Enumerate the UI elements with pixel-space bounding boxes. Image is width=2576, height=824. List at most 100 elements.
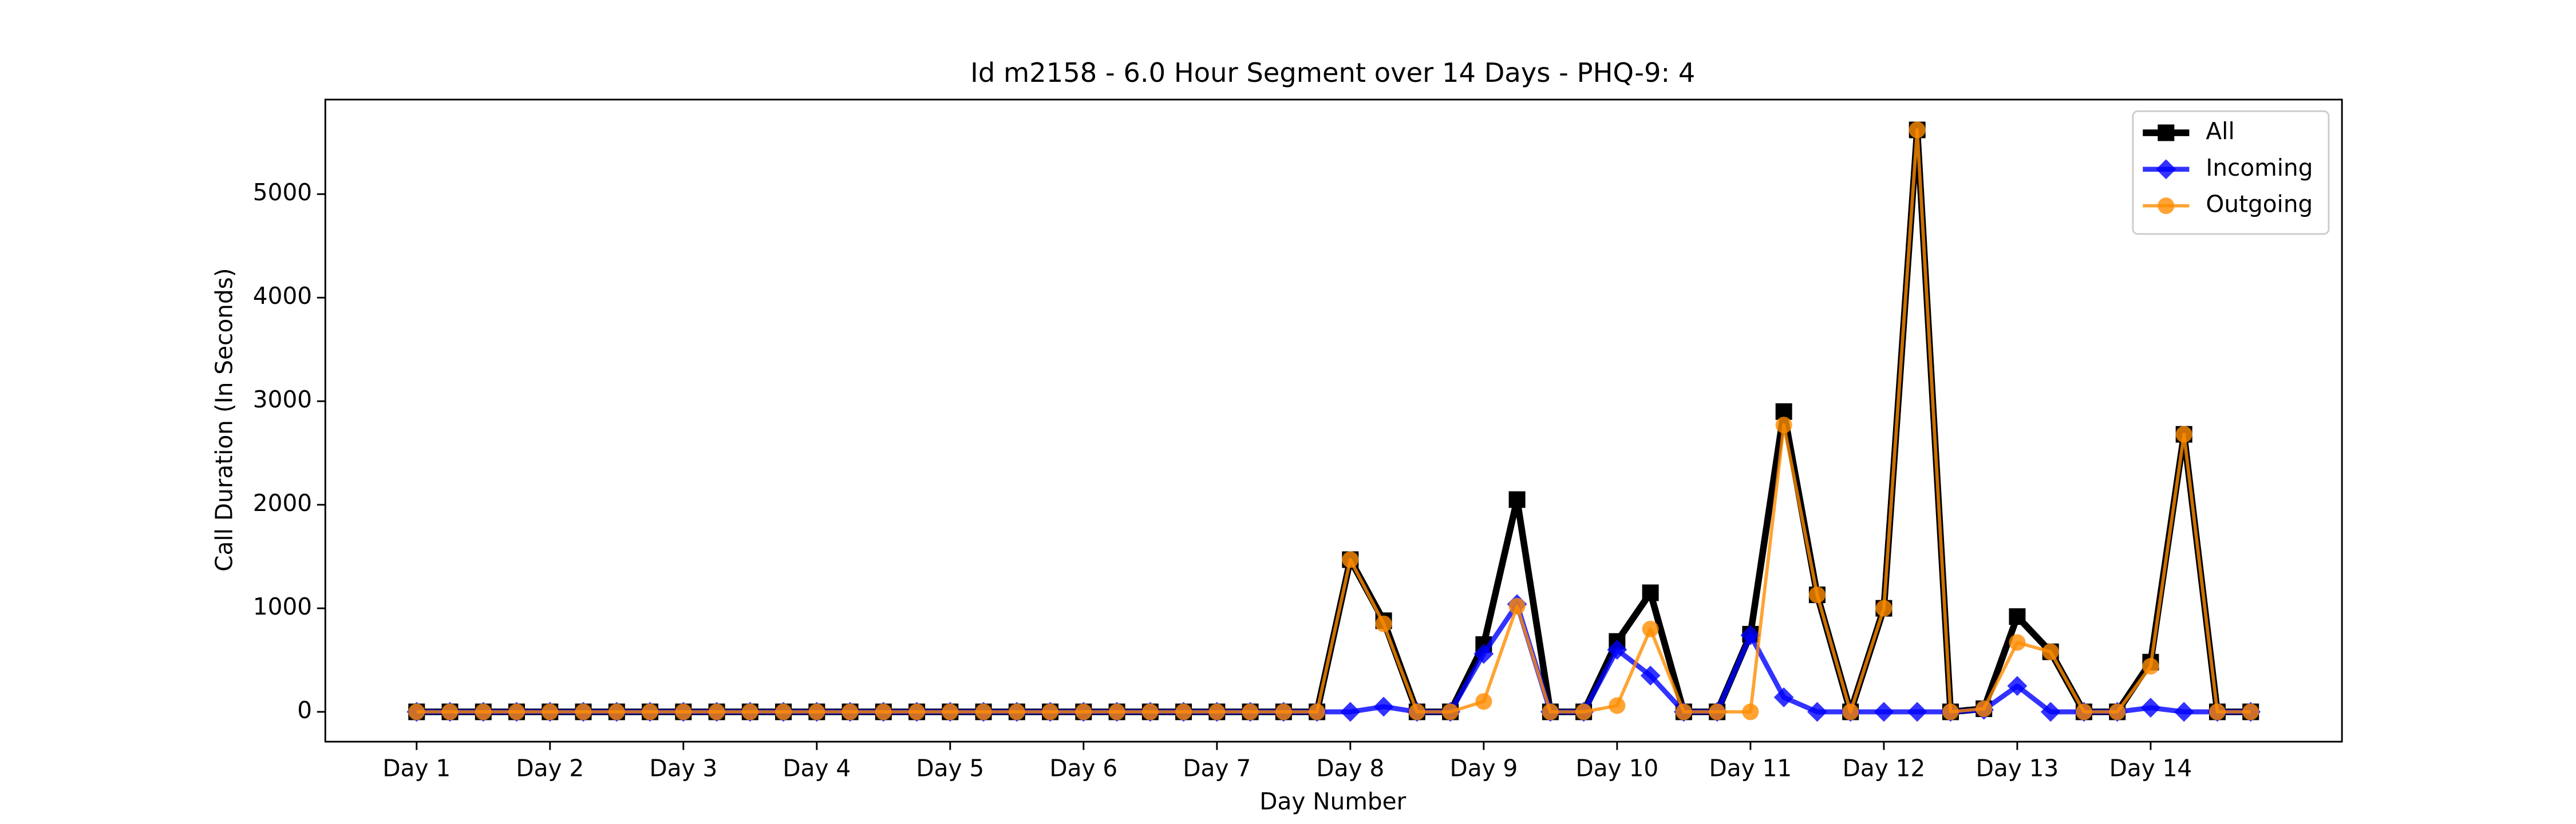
y-tick-label: 2000 [253,489,312,517]
marker [508,703,526,720]
marker [1108,703,1125,720]
x-tick-label: Day 10 [1576,754,1659,782]
marker [1375,615,1392,632]
x-tick-label: Day 7 [1183,754,1251,782]
marker [975,703,992,720]
marker [2075,703,2092,720]
marker [1742,703,1759,720]
marker [1208,703,1226,720]
marker [1740,625,1761,645]
marker [1642,620,1659,637]
marker [1607,640,1627,660]
marker [2158,124,2175,141]
marker [808,703,825,720]
marker [1874,702,1894,722]
marker [2142,657,2159,675]
marker [1475,693,1492,710]
x-tick-label: Day 6 [1049,754,1117,782]
chart-title: Id m2158 - 6.0 Hour Segment over 14 Days… [970,57,1695,88]
marker [2040,702,2061,722]
marker [1907,702,1927,722]
marker [1342,551,1359,568]
legend: All Incoming Outgoing [2132,110,2330,235]
marker [1309,703,1326,720]
legend-box [2132,110,2330,235]
marker [875,703,892,720]
y-tick-label: 3000 [253,386,312,413]
marker [1242,703,1259,720]
marker [475,703,492,720]
marker [2175,426,2192,443]
marker [1508,597,1526,615]
marker [1773,687,1794,708]
series-2 [408,121,2259,720]
marker [2009,608,2026,625]
x-tick-label: Day 8 [1316,754,1384,782]
marker [1275,703,1292,720]
marker [1642,584,1659,601]
marker [1640,665,1661,686]
y-axis-label: Call Duration (In Seconds) [210,268,238,572]
marker [2109,703,2126,720]
marker [2156,159,2176,180]
marker [408,703,425,720]
y-tick-label: 0 [297,696,312,724]
marker [1408,703,1425,720]
marker [1875,600,1893,617]
marker [741,703,758,720]
marker [2009,634,2026,651]
plot-frame [324,98,2343,743]
x-tick-label: Day 14 [2109,754,2192,782]
marker [1709,703,1726,720]
marker [2208,703,2226,720]
marker [1609,697,1626,714]
marker [775,703,792,720]
marker [542,703,559,720]
x-tick-label: Day 2 [516,754,584,782]
marker [1976,700,1993,718]
marker [575,703,592,720]
legend-label: Incoming [2206,154,2313,181]
marker [1340,702,1361,722]
x-axis-label: Day Number [1259,787,1406,815]
marker [441,703,459,720]
marker [1542,703,1559,720]
x-tick-label: Day 11 [1709,754,1792,782]
marker [675,703,692,720]
x-tick-label: Day 5 [916,754,984,782]
marker [908,703,926,720]
marker [1008,703,1025,720]
x-tick-label: Day 9 [1449,754,1518,782]
marker [2140,698,2161,718]
marker [708,703,725,720]
marker [2042,643,2059,660]
y-tick-label: 1000 [253,593,312,620]
x-tick-label: Day 4 [783,754,851,782]
marker [1575,703,1593,720]
x-tick-label: Day 13 [1976,754,2059,782]
marker [1442,703,1459,720]
marker [1807,702,1827,722]
marker [1808,587,1826,604]
marker [608,703,625,720]
marker [942,703,959,720]
x-tick-label: Day 3 [649,754,717,782]
marker [1909,121,1926,138]
marker [642,703,659,720]
marker [2242,703,2259,720]
marker [1675,703,1692,720]
marker [841,703,859,720]
marker [1842,703,1859,720]
marker [2174,702,2194,722]
x-tick-label: Day 12 [1843,754,1926,782]
y-tick-label: 5000 [253,179,312,206]
marker [1942,703,1959,720]
legend-label: Outgoing [2206,191,2313,218]
legend-label: All [2206,117,2234,145]
marker [1175,703,1192,720]
marker [1775,417,1792,434]
marker [1373,696,1394,717]
marker [1473,644,1494,664]
